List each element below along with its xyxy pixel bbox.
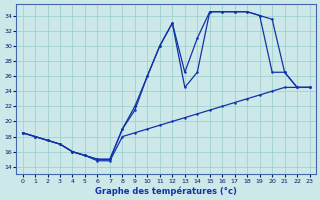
X-axis label: Graphe des températures (°c): Graphe des températures (°c) [95, 186, 237, 196]
